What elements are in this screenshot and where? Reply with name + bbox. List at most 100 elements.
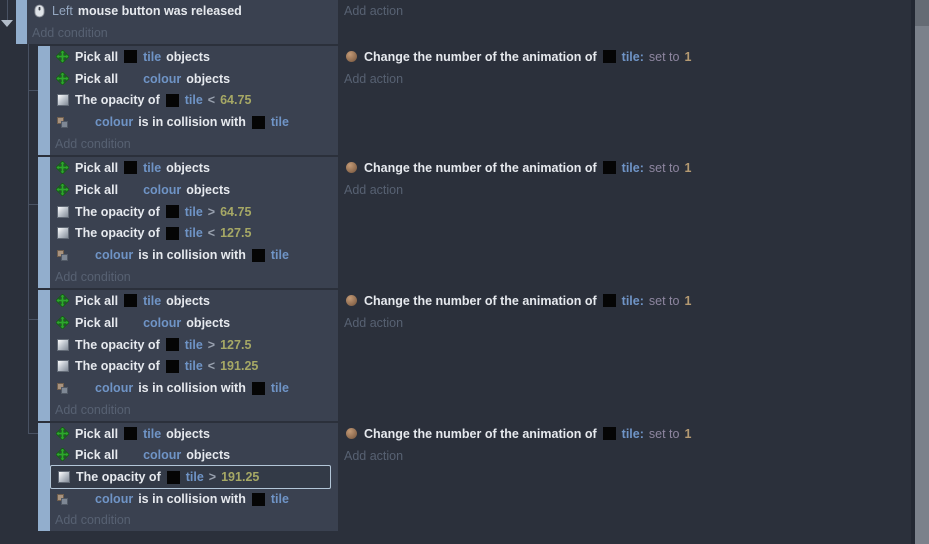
segment-text: objects (186, 315, 231, 330)
add-condition-link[interactable]: Add condition (55, 137, 131, 152)
segment-number: 64.75 (220, 204, 252, 219)
segment-object: tile (270, 248, 289, 263)
add-action-link[interactable]: Add action (344, 3, 404, 18)
collision-icon (55, 248, 70, 262)
add-condition-row: Add condition (50, 266, 338, 288)
add-condition-row: Add condition (27, 22, 338, 44)
event-block: Pick all tile objects Pick all colour objects… (0, 423, 913, 531)
segment-text: The opacity of (75, 226, 160, 241)
segment-text: is in collision with (138, 492, 246, 507)
pick-all-icon (55, 427, 70, 441)
condition-row[interactable]: Pick all tile objects (50, 46, 338, 68)
add-condition-link[interactable]: Add condition (55, 270, 131, 285)
condition-row[interactable]: Pick all tile objects (50, 157, 338, 179)
segment-text: objects (166, 160, 210, 175)
conditions-box: Pick all tile objects Pick all colour objects… (50, 46, 338, 155)
condition-row[interactable]: Pick all tile objects (50, 290, 338, 312)
add-condition-row: Add condition (50, 510, 338, 531)
event-margin-bar[interactable] (38, 290, 50, 421)
segment-object: colour (95, 492, 134, 507)
add-condition-row: Add condition (50, 133, 338, 155)
event-margin-bar[interactable] (16, 0, 27, 44)
action-object-icon (344, 161, 359, 175)
add-condition-link[interactable]: Add condition (55, 403, 131, 418)
segment-text: objects (186, 71, 231, 86)
condition-row[interactable]: colour is in collision with tile (50, 377, 338, 399)
add-action-link[interactable]: Add action (344, 182, 404, 197)
condition-row[interactable]: The opacity of tile <127.5 (50, 222, 338, 244)
collapse-arrow-icon[interactable] (1, 20, 13, 27)
segment-text: The opacity of (75, 337, 160, 352)
condition-row-selected[interactable]: The opacity of tile >191.25 (50, 465, 331, 489)
condition-row[interactable]: Pick all colour objects (50, 179, 338, 201)
segment-value: 1 (684, 160, 692, 175)
tile-object-icon (251, 381, 266, 395)
tile-object-icon (165, 338, 180, 352)
add-action-row: Add action (344, 0, 403, 22)
condition-row[interactable]: Left mouse button was released (27, 0, 338, 22)
tree-line (7, 0, 8, 21)
condition-row[interactable]: Pick all colour objects (50, 312, 338, 334)
action-row[interactable]: Change the number of the animation of til… (344, 423, 691, 445)
tile-object-icon (123, 427, 138, 441)
action-object-icon (344, 50, 359, 64)
condition-row[interactable]: Pick all colour objects (50, 444, 338, 465)
tile-object-icon (123, 50, 138, 64)
condition-row[interactable]: colour is in collision with tile (50, 244, 338, 266)
scrollbar-separator (911, 0, 915, 544)
pick-all-icon (55, 72, 70, 86)
action-row[interactable]: Change the number of the animation of til… (344, 46, 691, 68)
add-condition-link[interactable]: Add condition (32, 26, 108, 40)
add-condition-row: Add condition (50, 399, 338, 421)
add-action-link[interactable]: Add action (344, 71, 404, 86)
add-condition-link[interactable]: Add condition (55, 513, 131, 528)
scrollbar-thumb[interactable] (915, 0, 929, 544)
event-block: Pick all tile objects Pick all colour objects… (0, 46, 913, 155)
segment-object: tile: (621, 293, 644, 308)
condition-row[interactable]: Pick all tile objects (50, 423, 338, 444)
segment-text: is in collision with (138, 115, 246, 130)
segment-text: The opacity of (75, 93, 160, 108)
segment-op: > (207, 204, 216, 219)
action-row[interactable]: Change the number of the animation of til… (344, 157, 691, 179)
segment-object: tile (184, 226, 203, 241)
scrollbar-up-button[interactable] (915, 0, 929, 26)
segment-number: 127.5 (220, 337, 252, 352)
segment-object: tile: (621, 426, 644, 441)
condition-row[interactable]: The opacity of tile <64.75 (50, 90, 338, 112)
segment-text: Change the number of the animation of (364, 293, 597, 308)
tile-object-icon (123, 294, 138, 308)
segment-muted: set to (648, 293, 680, 308)
condition-row[interactable]: The opacity of tile >127.5 (50, 334, 338, 356)
segment-object: tile: (621, 49, 644, 64)
segment-op: < (207, 359, 216, 374)
event-block: Pick all tile objects Pick all colour objects… (0, 157, 913, 288)
add-action-link[interactable]: Add action (344, 315, 404, 330)
condition-row[interactable]: The opacity of tile <191.25 (50, 355, 338, 377)
segment-text: is in collision with (138, 248, 246, 263)
event-margin-bar[interactable] (38, 46, 50, 155)
condition-row[interactable]: Pick all colour objects (50, 68, 338, 90)
tree-tick (28, 433, 38, 434)
colour-object-icon (75, 248, 90, 262)
condition-row[interactable]: colour is in collision with tile (50, 111, 338, 133)
tile-object-icon (251, 115, 266, 129)
add-action-row: Add action (344, 68, 691, 90)
conditions-box: Pick all tile objects Pick all colour objects… (50, 290, 338, 421)
segment-text: objects (166, 293, 210, 308)
conditions-box: Left mouse button was released Add conditi… (27, 0, 338, 44)
mouse-icon (32, 4, 47, 18)
tile-object-icon (251, 248, 266, 262)
condition-row[interactable]: The opacity of tile >64.75 (50, 201, 338, 223)
event-margin-bar[interactable] (38, 157, 50, 288)
segment-muted: set to (648, 160, 680, 175)
pick-all-icon (55, 448, 70, 462)
event-margin-bar[interactable] (38, 423, 50, 531)
segment-text: Pick all (75, 426, 119, 441)
action-row[interactable]: Change the number of the animation of til… (344, 290, 691, 312)
segment-param: Left (52, 4, 73, 18)
add-action-link[interactable]: Add action (344, 448, 404, 463)
segment-text: objects (186, 182, 231, 197)
condition-row[interactable]: colour is in collision with tile (50, 489, 338, 510)
add-action-row: Add action (344, 179, 691, 201)
